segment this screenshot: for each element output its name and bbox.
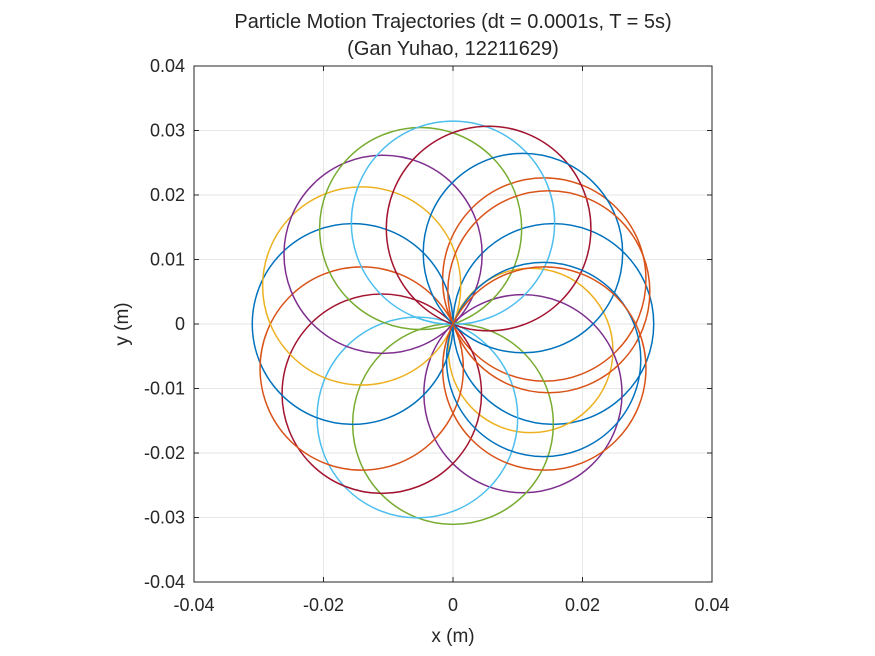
y-tick-label: 0 (175, 314, 185, 334)
y-tick-label: 0.04 (150, 56, 185, 76)
y-axis-ticks: -0.04 -0.03 -0.02 -0.01 0 0.01 0.02 0.03 0.04 (144, 56, 712, 592)
x-axis-label: x (m) (431, 626, 474, 647)
chart-title: Particle Motion Trajectories (dt = 0.000… (234, 11, 671, 33)
trajectory-15 (422, 152, 624, 354)
y-tick-label: -0.04 (144, 572, 185, 592)
trajectory-series (251, 120, 655, 526)
y-tick-label: -0.03 (144, 508, 185, 528)
y-tick-label: -0.01 (144, 379, 185, 399)
x-axis-ticks: -0.04 -0.02 0 0.02 0.04 (173, 66, 730, 615)
y-tick-label: 0.01 (150, 250, 185, 270)
x-tick-label: 0 (448, 595, 458, 615)
trajectory-11 (283, 154, 483, 355)
x-tick-label: -0.02 (303, 595, 344, 615)
x-tick-label: 0.02 (565, 595, 600, 615)
y-tick-label: -0.02 (144, 443, 185, 463)
trajectory-18 (441, 266, 647, 471)
x-tick-label: 0.04 (694, 595, 729, 615)
y-tick-label: 0.03 (150, 121, 185, 141)
trajectory-16 (447, 189, 651, 394)
trajectory-10 (261, 186, 462, 386)
y-tick-label: 0.02 (150, 185, 185, 205)
chart-subtitle: (Gan Yuhao, 12211629) (347, 38, 559, 60)
trajectory-14 (385, 125, 592, 332)
trajectory-12 (318, 126, 523, 331)
y-axis-label: y (m) (112, 302, 133, 345)
x-tick-label: -0.04 (173, 595, 214, 615)
trajectory-17 (445, 261, 642, 458)
trajectory-7 (281, 293, 483, 495)
